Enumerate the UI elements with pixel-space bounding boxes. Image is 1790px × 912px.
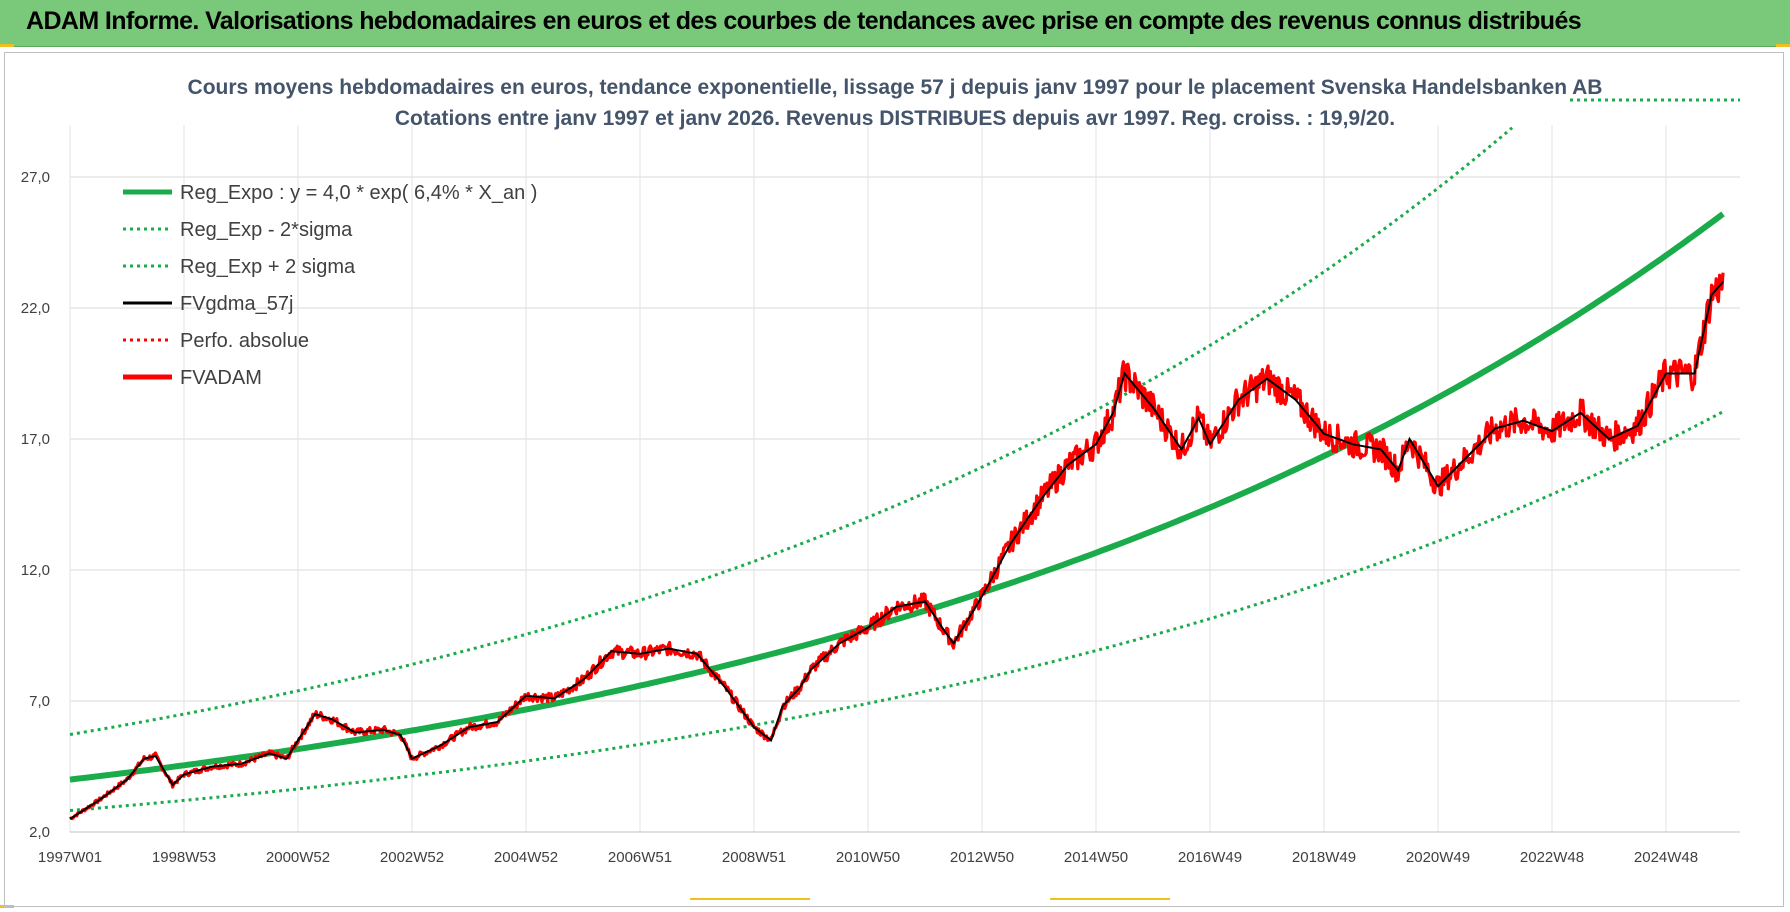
legend-label: Perfo. absolue	[180, 330, 309, 352]
y-tick-label: 27,0	[21, 169, 50, 186]
legend-label: Reg_Exp - 2*sigma	[180, 219, 353, 241]
series-fvadam	[68, 272, 1725, 821]
x-axis: 1997W01 1998W53 2000W52 2002W52 2004W52 2006W…	[38, 831, 1740, 866]
legend-label: Reg_Expo : y = 4,0 * exp( 6,4% * X_an )	[180, 182, 537, 204]
x-tick-label: 1998W53	[152, 849, 216, 866]
corner-marker	[1776, 44, 1790, 47]
series-regression-expo	[69, 211, 1725, 783]
report-header-bar: ADAM Informe. Valorisations hebdomadaire…	[0, 0, 1790, 47]
x-tick-label: 2008W51	[722, 849, 786, 866]
y-tick-label: 22,0	[21, 300, 50, 317]
series-layer	[68, 126, 1725, 821]
series-regression-minus-2sigma	[69, 410, 1724, 812]
chart-subtitle: Cotations entre janv 1997 et janv 2026. …	[395, 107, 1395, 130]
x-tick-label: 2022W48	[1520, 849, 1584, 866]
corner-marker	[690, 898, 810, 900]
legend: Reg_Expo : y = 4,0 * exp( 6,4% * X_an ) R…	[123, 182, 537, 389]
report-title: ADAM Informe. Valorisations hebdomadaire…	[26, 7, 1582, 35]
x-tick-label: 2004W52	[494, 849, 558, 866]
y-tick-label: 2,0	[29, 824, 50, 841]
x-tick-label: 2016W49	[1178, 849, 1242, 866]
y-tick-label: 7,0	[29, 693, 50, 710]
legend-label: FVgdma_57j	[180, 293, 293, 315]
legend-label: FVADAM	[180, 367, 262, 389]
x-tick-label: 2014W50	[1064, 849, 1128, 866]
x-tick-label: 2018W49	[1292, 849, 1356, 866]
series-fvgdma-57j	[69, 281, 1724, 820]
chart-title: Cours moyens hebdomadaires en euros, ten…	[188, 76, 1603, 99]
x-tick-label: 2010W50	[836, 849, 900, 866]
y-axis: 2,0 7,0 12,0 17,0 22,0 27,0	[21, 169, 50, 841]
y-tick-label: 12,0	[21, 562, 50, 579]
chart-frame	[4, 52, 1784, 907]
x-tick-label: 1997W01	[38, 849, 102, 866]
x-tick-label: 2006W51	[608, 849, 672, 866]
corner-marker	[0, 44, 14, 47]
corner-marker	[1050, 898, 1170, 900]
x-tick-label: 2024W48	[1634, 849, 1698, 866]
x-tick-label: 2000W52	[266, 849, 330, 866]
x-tick-label: 2020W49	[1406, 849, 1470, 866]
x-tick-label: 2002W52	[380, 849, 444, 866]
legend-label: Reg_Exp + 2 sigma	[180, 256, 356, 278]
y-tick-label: 17,0	[21, 431, 50, 448]
x-tick-label: 2012W50	[950, 849, 1014, 866]
